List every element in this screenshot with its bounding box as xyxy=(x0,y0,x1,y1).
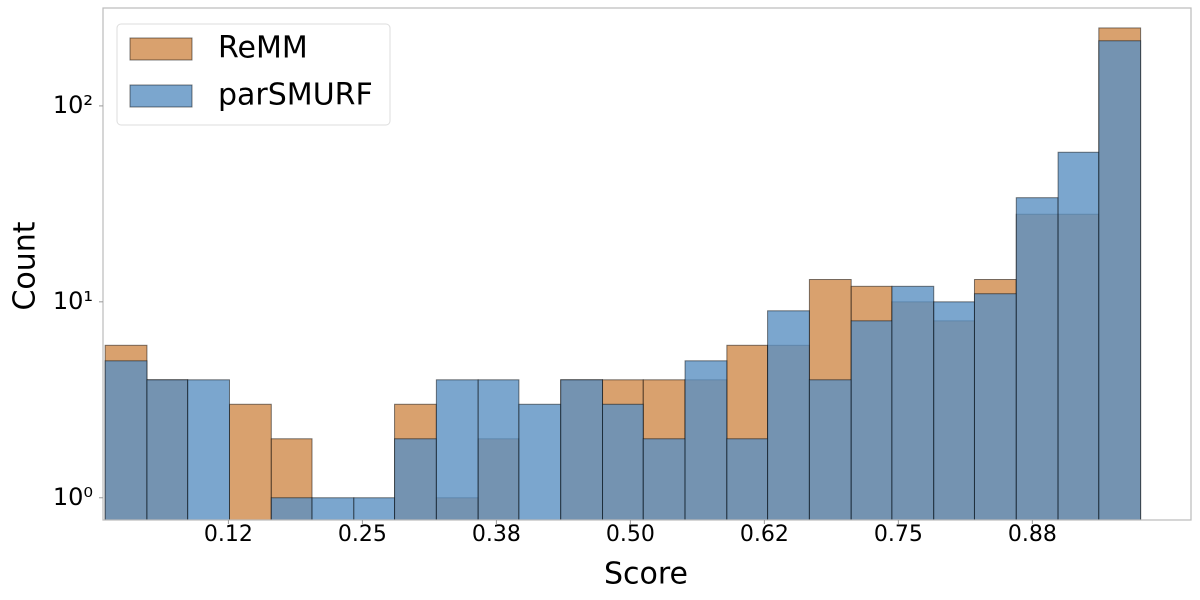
histogram-bar xyxy=(353,497,396,521)
histogram-bar xyxy=(104,360,148,521)
histogram-bar xyxy=(270,497,313,521)
histogram-bar xyxy=(394,438,437,521)
plot-frame xyxy=(102,7,1192,521)
legend-swatch xyxy=(129,84,193,108)
x-tick-label: 0.62 xyxy=(740,522,789,547)
y-tick-label: 10¹ xyxy=(53,287,93,315)
histogram-bar xyxy=(933,301,975,521)
x-tick-label: 0.25 xyxy=(338,522,387,547)
histogram-bar xyxy=(560,379,604,521)
histogram-bar xyxy=(850,320,893,521)
histogram-bar xyxy=(1015,197,1059,521)
y-axis-label: Count xyxy=(8,221,43,310)
legend-swatch xyxy=(129,37,193,61)
histogram-bar xyxy=(311,497,355,521)
histogram-bar xyxy=(973,293,1017,521)
histogram-bar xyxy=(891,285,935,521)
histogram-bar xyxy=(602,403,644,521)
histogram-bar xyxy=(477,379,520,521)
x-tick-label: 0.50 xyxy=(606,522,655,547)
histogram-bar xyxy=(726,438,769,521)
histogram-bar xyxy=(808,379,852,521)
histogram-bar xyxy=(767,310,810,521)
histogram-bar xyxy=(1057,151,1100,521)
x-tick-label: 0.12 xyxy=(204,522,253,547)
legend-label: parSMURF xyxy=(218,78,373,113)
histogram-bar xyxy=(684,360,728,521)
x-tick-label: 0.38 xyxy=(472,522,521,547)
x-tick-label: 0.88 xyxy=(1008,522,1057,547)
histogram-bar xyxy=(642,438,686,521)
histogram-bar xyxy=(228,403,272,521)
x-axis-label: Score xyxy=(604,557,688,592)
y-tick-label: 10² xyxy=(53,91,93,119)
histogram-bar xyxy=(518,403,562,521)
histogram-bar xyxy=(435,379,479,521)
histogram-bar xyxy=(1098,40,1142,521)
histogram-bar xyxy=(187,379,230,521)
x-tick-label: 0.75 xyxy=(874,522,923,547)
histogram-bar xyxy=(146,379,189,521)
y-tick-label: 10⁰ xyxy=(53,483,93,511)
legend-label: ReMM xyxy=(218,31,308,66)
